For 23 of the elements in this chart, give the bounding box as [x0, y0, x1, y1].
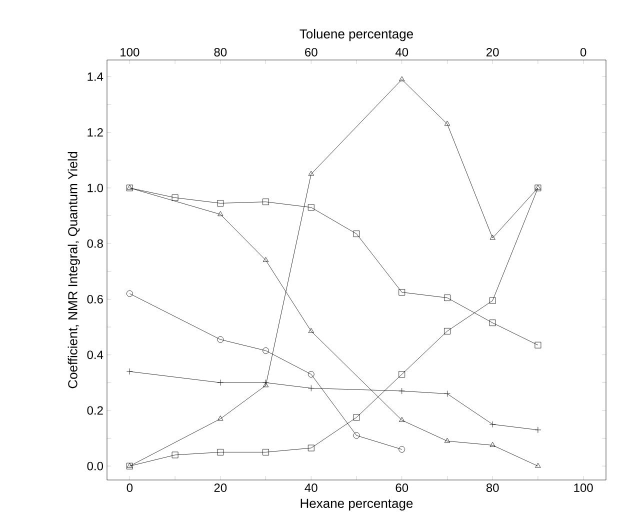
x2-tick-label: 40	[395, 48, 408, 57]
y-tick-label: 1.4	[88, 72, 104, 81]
y-tick-label: 1.0	[88, 184, 104, 192]
y-tick-label: 0.4	[87, 350, 104, 360]
x2-tick-label: 100	[120, 48, 140, 57]
y-tick-label: 0.6	[87, 295, 103, 304]
x-tick-label: 0	[126, 484, 133, 492]
y-axis-title: Coefficient, NMR Integral, Quantum Yield	[68, 152, 80, 388]
x-tick-label: 100	[574, 484, 593, 492]
x-axis-title: Hexane percentage	[300, 498, 413, 511]
x-tick-label: 80	[486, 484, 499, 492]
y-tick-label: 0.0	[87, 462, 104, 470]
x2-axis-title: Toluene percentage	[300, 29, 413, 42]
x2-tick-label: 80	[214, 48, 227, 57]
y-tick-label: 0.2	[87, 406, 103, 415]
x2-tick-label: 0	[580, 48, 586, 57]
x2-tick-label: 60	[305, 48, 318, 57]
x-tick-label: 60	[396, 484, 408, 492]
y-tick-label: 0.8	[87, 239, 103, 248]
x2-tick-label: 20	[486, 48, 499, 57]
y-tick-label: 1.2	[88, 128, 103, 137]
x-tick-label: 20	[214, 484, 227, 492]
x-tick-label: 40	[304, 484, 318, 492]
